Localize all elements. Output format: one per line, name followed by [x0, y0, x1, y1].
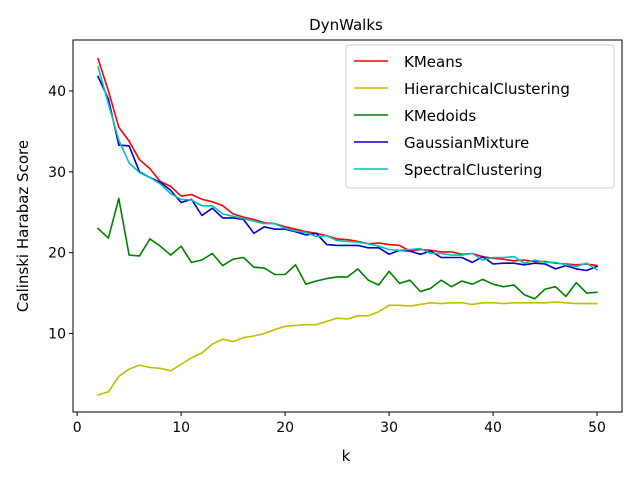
x-tick-label-5: 50	[588, 420, 606, 436]
legend-label-3: GaussianMixture	[404, 134, 529, 152]
x-tick-label-1: 10	[172, 420, 190, 436]
plot-frame	[72, 39, 623, 413]
legend-label-1: HierarchicalClustering	[404, 80, 570, 98]
series-line-0	[96, 57, 598, 267]
y-tick-label-3: 40	[48, 84, 66, 100]
legend-label-0: KMeans	[404, 53, 463, 71]
x-tick-label-2: 20	[276, 420, 294, 436]
y-tick-label-2: 30	[48, 165, 66, 181]
y-axis-label: Calinski Harabaz Score	[14, 140, 32, 312]
x-tick-label-3: 30	[380, 420, 398, 436]
series-line-3	[96, 75, 599, 272]
y-tick-label-0: 10	[48, 327, 66, 343]
x-tick-label-4: 40	[484, 420, 502, 436]
plot-area	[96, 57, 599, 396]
series-line-2	[96, 197, 598, 300]
axes: 0 10 20 30 40 50 10 20 30 40	[48, 39, 623, 436]
y-tick-label-1: 20	[48, 246, 66, 262]
legend-box	[345, 44, 615, 189]
x-axis-label: k	[342, 447, 351, 465]
legend-label-4: SpectralClustering	[404, 161, 542, 179]
series-line-4	[97, 65, 599, 271]
series-line-1	[97, 301, 598, 396]
legend-label-2: KMedoids	[404, 107, 476, 125]
legend: KMeans HierarchicalClustering KMedoids Gaus…	[345, 44, 615, 189]
chart-title: DynWalks	[309, 16, 383, 34]
x-tick-label-0: 0	[73, 420, 82, 436]
